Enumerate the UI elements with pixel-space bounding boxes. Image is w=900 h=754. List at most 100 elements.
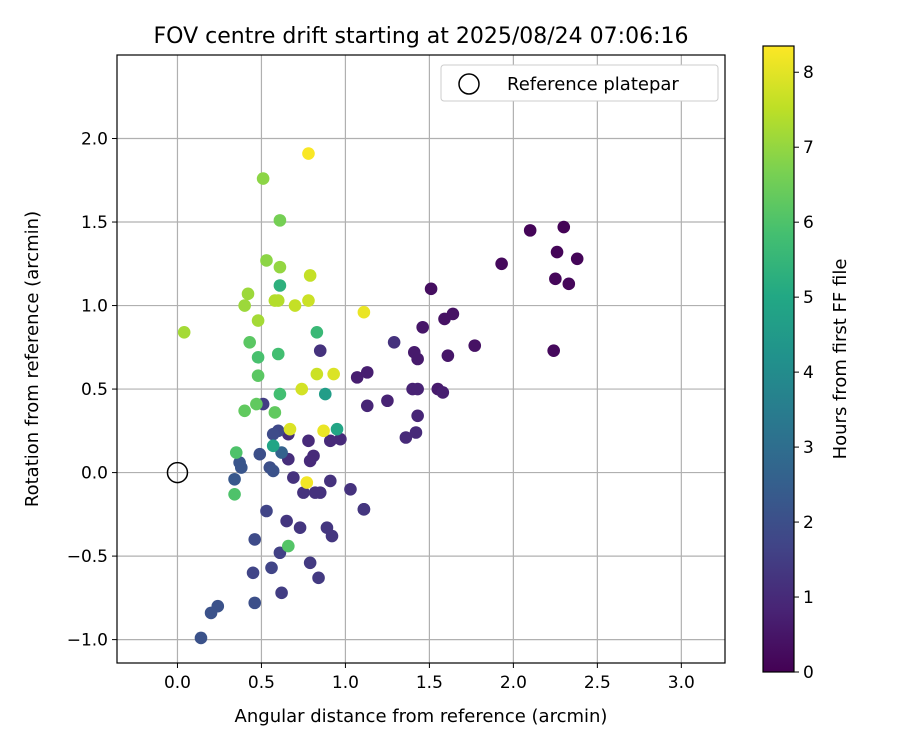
data-point <box>229 446 243 459</box>
reference-marker-layer <box>166 461 189 484</box>
data-point <box>308 486 322 499</box>
grid-lines <box>117 55 725 663</box>
data-point <box>265 561 278 575</box>
data-point <box>436 386 450 399</box>
legend: Reference platepar <box>440 64 719 102</box>
data-point <box>416 320 429 334</box>
y-tick-label: −1.0 <box>67 631 108 651</box>
data-point <box>303 556 317 570</box>
data-point <box>266 439 280 453</box>
data-point <box>411 409 424 423</box>
data-point <box>288 299 302 312</box>
data-point <box>381 394 394 408</box>
y-tick-label: 1.5 <box>81 213 108 233</box>
reference-platepar-marker <box>166 461 189 484</box>
data-point <box>312 571 325 585</box>
data-point <box>271 347 285 361</box>
data-point <box>330 422 344 436</box>
y-tick-label: 0.0 <box>81 464 108 484</box>
y-axis-label: Rotation from reference (arcmin) <box>22 211 43 507</box>
colorbar-tick-label: 1 <box>803 588 814 608</box>
data-point <box>324 434 337 448</box>
data-point <box>302 434 315 448</box>
data-point <box>243 335 256 349</box>
data-point <box>344 482 357 496</box>
data-points <box>177 147 584 645</box>
data-point <box>303 454 317 468</box>
colorbar-tick-label: 2 <box>803 513 814 533</box>
data-point <box>495 257 508 271</box>
data-point <box>248 533 262 546</box>
data-point <box>357 503 371 516</box>
data-point <box>557 220 571 234</box>
colorbar-tick-label: 8 <box>803 63 814 83</box>
colorbar-tick-label: 7 <box>803 138 814 158</box>
data-point <box>357 305 371 319</box>
data-point <box>266 464 280 478</box>
data-point <box>549 272 562 286</box>
data-point <box>275 586 288 600</box>
data-point <box>256 172 270 185</box>
data-point <box>300 476 314 489</box>
colorbar-label: Hours from first FF file <box>830 259 851 460</box>
data-point <box>523 224 537 237</box>
data-point <box>273 546 287 560</box>
data-point <box>177 325 191 339</box>
data-point <box>260 254 273 267</box>
x-tick-label: 2.0 <box>500 673 527 693</box>
data-point <box>228 472 241 486</box>
data-point <box>280 514 293 528</box>
legend-marker-icon <box>458 73 480 95</box>
data-point <box>441 349 455 362</box>
x-tick-label: 1.0 <box>332 673 359 693</box>
data-point <box>547 344 560 357</box>
x-axis-ticks: 0.0 0.5 1.0 1.5 2.0 2.5 3.0 <box>164 663 695 693</box>
data-point <box>302 294 315 307</box>
data-point <box>318 387 332 401</box>
x-tick-label: 1.5 <box>416 673 443 693</box>
data-point <box>273 387 287 401</box>
data-point <box>424 282 438 296</box>
data-point <box>411 382 424 396</box>
data-point <box>360 399 374 413</box>
data-point <box>302 147 315 160</box>
data-point <box>275 446 288 459</box>
x-tick-label: 2.5 <box>584 673 611 693</box>
data-point <box>194 631 208 645</box>
data-point <box>251 314 265 327</box>
colorbar-tick-label: 4 <box>803 363 814 383</box>
data-point <box>438 312 451 326</box>
data-point <box>234 461 248 474</box>
data-point <box>550 245 564 259</box>
data-point <box>327 367 340 381</box>
data-point <box>310 325 324 339</box>
data-point <box>238 404 251 418</box>
x-tick-label: 3.0 <box>668 673 695 693</box>
colorbar-tick-label: 3 <box>803 438 814 458</box>
data-point <box>260 504 273 518</box>
data-point <box>570 252 584 266</box>
data-point <box>324 474 337 488</box>
data-point <box>241 287 255 301</box>
colorbar-tick-label: 5 <box>803 288 814 308</box>
data-point <box>303 269 317 282</box>
x-tick-label: 0.5 <box>248 673 275 693</box>
data-point <box>248 596 262 610</box>
data-point <box>204 606 218 620</box>
data-point <box>266 427 280 441</box>
data-point <box>387 335 401 349</box>
data-point <box>283 422 297 436</box>
x-axis-label: Angular distance from reference (arcmin) <box>235 706 608 727</box>
data-point <box>325 529 339 543</box>
data-point <box>271 294 285 307</box>
y-tick-label: −0.5 <box>67 547 108 567</box>
data-point <box>273 214 287 227</box>
chart-title: FOV centre drift starting at 2025/08/24 … <box>154 24 689 49</box>
data-point <box>399 431 413 444</box>
y-tick-label: 1.0 <box>81 297 108 317</box>
data-point <box>273 260 287 274</box>
data-point <box>310 367 324 381</box>
data-point <box>250 397 263 411</box>
